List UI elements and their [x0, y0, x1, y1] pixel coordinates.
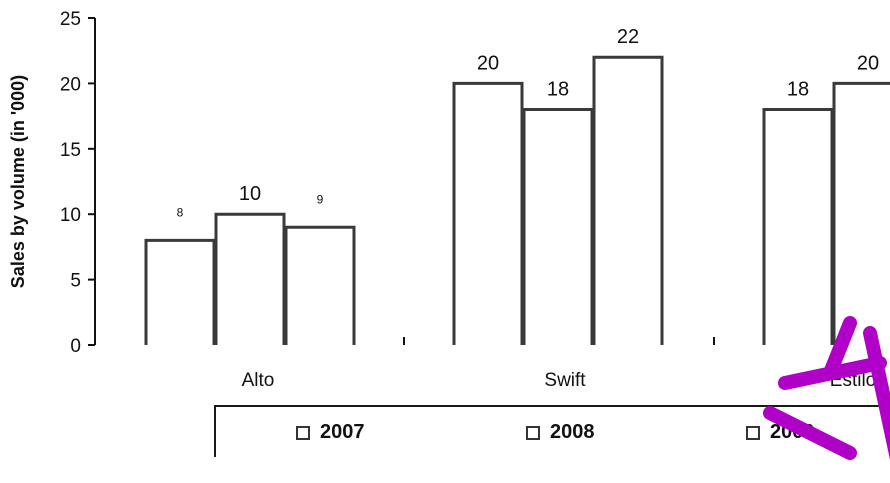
bar-2008-Alto	[216, 214, 284, 345]
bar-data-label: 18	[787, 79, 809, 101]
y-tick-label: 25	[60, 9, 81, 30]
legend-label-2009: 2009	[770, 421, 815, 444]
bar-2007-Alto	[146, 240, 214, 345]
y-tick-label: 5	[70, 271, 81, 292]
bar-data-label: 20	[477, 52, 499, 74]
legend-label-2008: 2008	[550, 421, 595, 444]
chart: 0 5 10 15 20 25 Sales by volume (in '000) Alto S…	[0, 0, 890, 453]
bar-2007-Swift	[454, 83, 522, 345]
x-tick-label: Alto	[242, 370, 275, 391]
legend-item-2007: 2007	[296, 421, 365, 444]
bar-data-label: 9	[317, 192, 324, 206]
chart-svg: 0 5 10 15 20 25 Sales by volume (in '000) Alto S…	[0, 0, 890, 453]
legend-item-2008: 2008	[526, 421, 595, 444]
bar-data-label: 8	[177, 205, 184, 219]
y-axis-title: Sales by volume (in '000)	[8, 75, 28, 288]
bar-data-label: 10	[239, 183, 261, 205]
y-tick-label: 10	[60, 205, 81, 226]
bar-2008-Swift	[524, 110, 592, 345]
y-tick-label: 0	[70, 336, 81, 357]
legend-swatch-2008	[526, 426, 540, 440]
legend-label-2007: 2007	[320, 421, 365, 444]
x-tick-label: Estilo	[830, 370, 876, 391]
bar-data-label: 22	[617, 26, 639, 48]
bar-data-label: 20	[857, 52, 879, 74]
bar-2008-Estilo	[834, 83, 890, 345]
legend-swatch-2009	[746, 426, 760, 440]
x-tick-label: Swift	[544, 370, 586, 391]
y-tick-label: 20	[60, 74, 81, 95]
bar-data-label: 18	[547, 79, 569, 101]
legend: 2007 2008 2009	[214, 405, 890, 457]
bar-2007-Estilo	[764, 110, 832, 345]
bar-2009-Alto	[286, 227, 354, 345]
y-tick-label: 15	[60, 140, 81, 161]
legend-swatch-2007	[296, 426, 310, 440]
legend-item-2009: 2009	[746, 421, 815, 444]
bar-2009-Swift	[594, 57, 662, 345]
